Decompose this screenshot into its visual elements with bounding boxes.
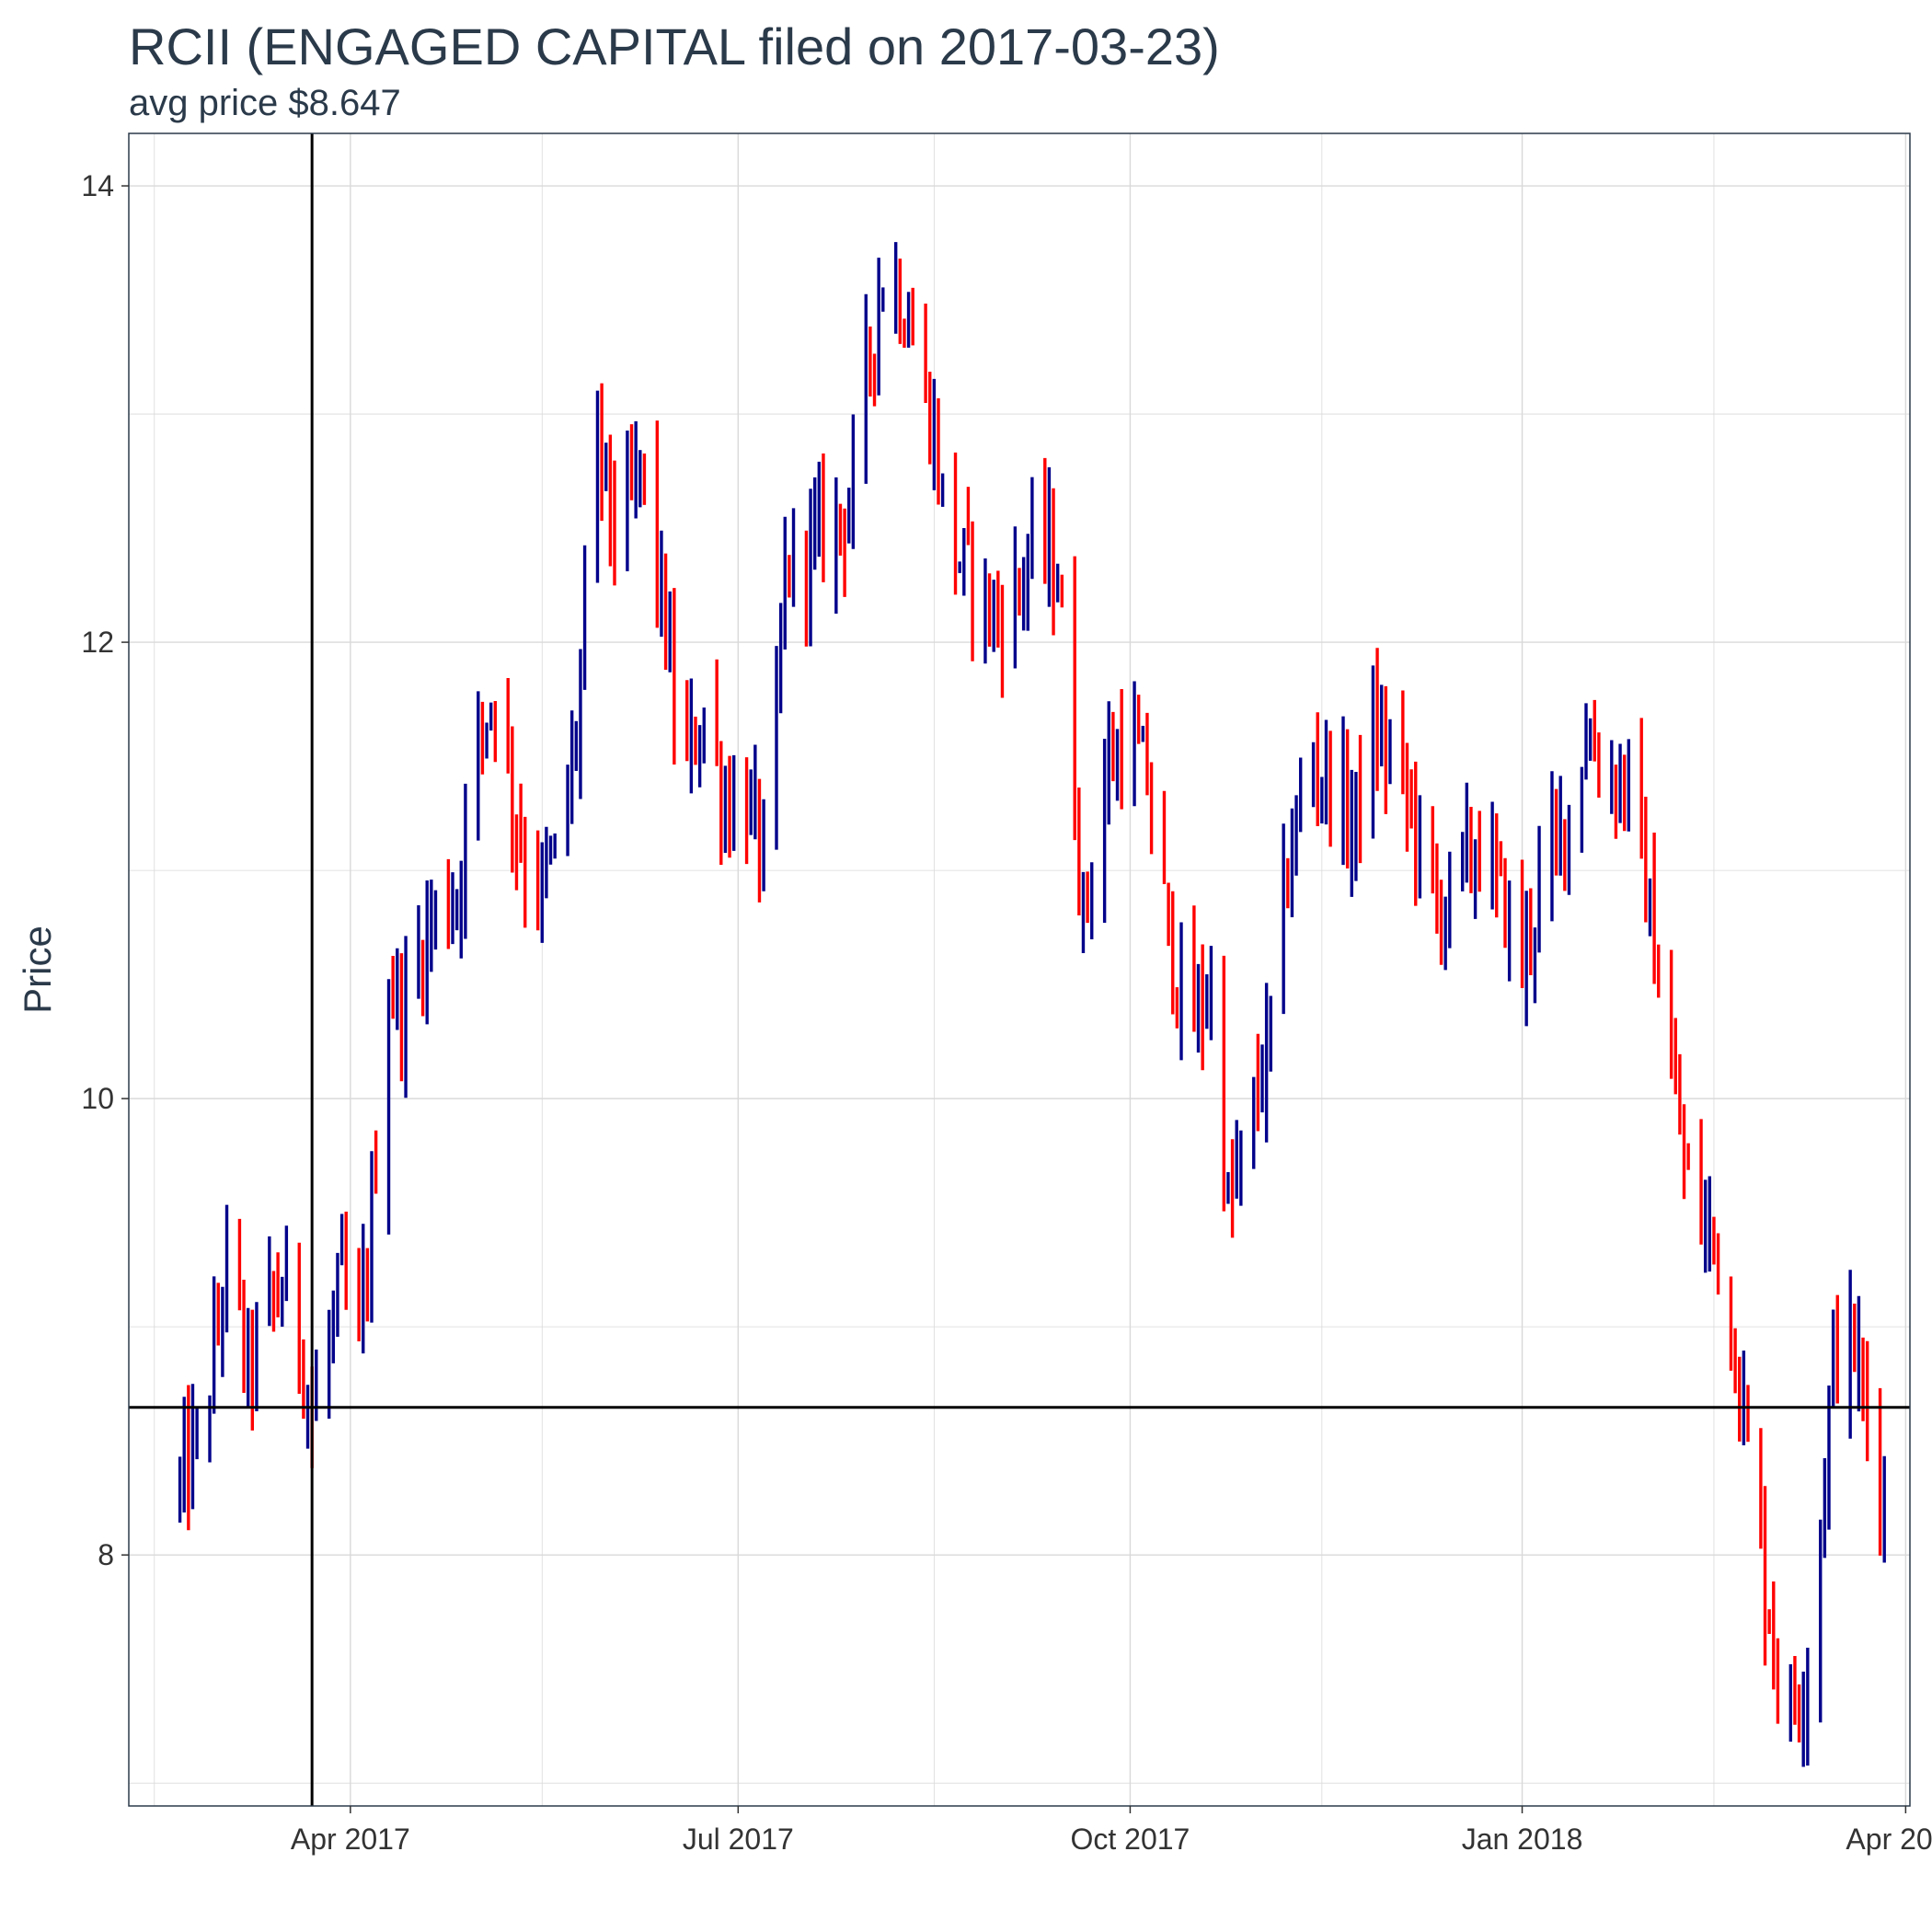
x-tick-label: Apr 2017 — [291, 1823, 410, 1856]
y-axis-title: Price — [16, 926, 59, 1014]
plot-frame — [128, 132, 1911, 1807]
y-tick-label: 12 — [81, 626, 114, 659]
chart-subtitle: avg price $8.647 — [129, 83, 401, 123]
y-tick-label: 14 — [81, 169, 114, 202]
y-tick-label: 10 — [81, 1082, 114, 1115]
y-tick-label: 8 — [98, 1538, 114, 1571]
x-tick-label: Jan 2018 — [1462, 1823, 1583, 1856]
x-tick-label: Jul 2017 — [683, 1823, 794, 1856]
price-bars — [178, 242, 1886, 1767]
x-tick-label: Oct 2017 — [1070, 1823, 1190, 1856]
reference-lines — [129, 133, 1910, 1806]
x-tick-label: Apr 2018 — [1846, 1823, 1932, 1856]
y-axis-ticks: 8 10 12 14 — [81, 169, 129, 1571]
chart-title: RCII (ENGAGED CAPITAL filed on 2017-03-2… — [129, 17, 1220, 75]
x-axis-ticks: Apr 2017 Jul 2017 Oct 2017 Jan 2018 Apr 2018 — [291, 1806, 1932, 1856]
